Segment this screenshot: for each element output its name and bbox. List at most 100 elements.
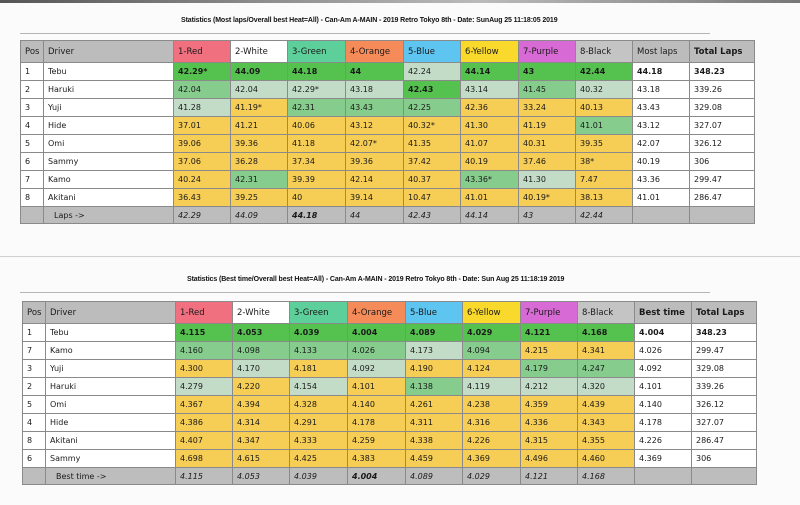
heat-header-red: 1-Red (173, 40, 231, 63)
pos-cell: 7 (20, 170, 44, 189)
heat-cell-white: 4.394 (232, 395, 290, 414)
pos-cell: 1 (22, 323, 46, 342)
heat-cell-purple: 4.212 (520, 377, 578, 396)
footer-blank (689, 206, 755, 224)
heat-header-black: 8-Black (577, 301, 635, 324)
footer-value-white: 44.09 (230, 206, 288, 224)
heat-cell-orange: 4.178 (347, 413, 406, 432)
pos-cell: 8 (22, 431, 46, 450)
pos-cell: 6 (20, 152, 44, 171)
summary-cell: 43.18 (632, 80, 690, 99)
heat-cell-green: 4.154 (289, 377, 348, 396)
best-time-table: Pos Driver 1-Red 2-White 3-Green 4-Orange 5-Bl… (22, 301, 757, 485)
footer-value-green: 44.18 (287, 206, 346, 224)
pos-cell: 3 (22, 359, 46, 378)
total-laps-cell: 339.26 (691, 377, 757, 396)
heat-cell-red: 42.04 (173, 80, 231, 99)
heat-cell-white: 4.098 (232, 341, 290, 360)
heat-cell-orange: 4.259 (347, 431, 406, 450)
heat-cell-black: 42.44 (575, 62, 633, 81)
heat-cell-yellow: 4.119 (462, 377, 521, 396)
heat-cell-blue: 4.459 (405, 449, 463, 468)
summary-header: Most laps (632, 40, 690, 63)
heat-cell-green: 4.291 (289, 413, 348, 432)
heat-cell-purple: 4.315 (520, 431, 578, 450)
pos-cell: 2 (22, 377, 46, 396)
table-row: 5 Omi 39.06 39.36 41.18 42.07* 41.35 41.07 40.31… (20, 134, 755, 153)
heat-cell-red: 4.300 (175, 359, 233, 378)
heat-cell-yellow: 4.094 (462, 341, 521, 360)
heat-cell-purple: 37.46 (518, 152, 576, 171)
heat-cell-yellow: 43.36* (460, 170, 519, 189)
heat-cell-black: 39.35 (575, 134, 633, 153)
heat-cell-orange: 4.004 (347, 323, 406, 342)
summary-cell: 4.178 (634, 413, 692, 432)
heat-cell-white: 4.314 (232, 413, 290, 432)
footer-value-blue: 42.43 (403, 206, 461, 224)
heat-cell-red: 37.06 (173, 152, 231, 171)
pos-cell: 7 (22, 341, 46, 360)
heat-cell-red: 4.698 (175, 449, 233, 468)
heat-cell-purple: 4.359 (520, 395, 578, 414)
pos-header: Pos (22, 301, 46, 324)
heat-cell-blue: 37.42 (403, 152, 461, 171)
summary-cell: 4.004 (634, 323, 692, 342)
heat-cell-green: 4.133 (289, 341, 348, 360)
heat-header-green: 3-Green (289, 301, 348, 324)
driver-cell: Hide (45, 413, 176, 432)
heat-cell-purple: 41.45 (518, 80, 576, 99)
heat-cell-orange: 43.18 (345, 80, 404, 99)
heat-header-purple: 7-Purple (520, 301, 578, 324)
header-row: Pos Driver 1-Red 2-White 3-Green 4-Orange 5-Bl… (20, 40, 755, 63)
summary-cell: 40.19 (632, 152, 690, 171)
heat-cell-red: 4.160 (175, 341, 233, 360)
pos-cell: 2 (20, 80, 44, 99)
footer-blank (691, 467, 757, 485)
heat-cell-green: 40.06 (287, 116, 346, 135)
heat-cell-red: 39.06 (173, 134, 231, 153)
summary-cell: 43.12 (632, 116, 690, 135)
footer-value-purple: 43 (518, 206, 576, 224)
table-row: 7 Kamo 4.160 4.098 4.133 4.026 4.173 4.094 4.215… (22, 341, 757, 360)
total-laps-cell: 327.07 (691, 413, 757, 432)
driver-cell: Haruki (43, 80, 174, 99)
scan-edge (0, 0, 800, 3)
pos-cell: 5 (22, 395, 46, 414)
heat-cell-blue: 10.47 (403, 188, 461, 207)
driver-cell: Tebu (43, 62, 174, 81)
heat-cell-yellow: 4.124 (462, 359, 521, 378)
heat-cell-purple: 4.179 (520, 359, 578, 378)
heat-cell-green: 44.18 (287, 62, 346, 81)
driver-cell: Omi (43, 134, 174, 153)
heat-cell-orange: 43.43 (345, 98, 404, 117)
heat-cell-blue: 40.32* (403, 116, 461, 135)
driver-cell: Kamo (43, 170, 174, 189)
heat-cell-red: 4.367 (175, 395, 233, 414)
driver-cell: Omi (45, 395, 176, 414)
heat-cell-white: 41.21 (230, 116, 288, 135)
total-laps-cell: 329.08 (689, 98, 755, 117)
footer-value-yellow: 44.14 (460, 206, 519, 224)
table-row: 6 Sammy 37.06 36.28 37.34 39.36 37.42 40.19 37.4… (20, 152, 755, 171)
footer-value-blue: 4.089 (405, 467, 463, 485)
heat-cell-purple: 40.19* (518, 188, 576, 207)
summary-cell: 43.43 (632, 98, 690, 117)
heat-cell-black: 4.168 (577, 323, 635, 342)
heat-header-orange: 4-Orange (345, 40, 404, 63)
summary-cell: 43.36 (632, 170, 690, 189)
heat-cell-red: 36.43 (173, 188, 231, 207)
total-laps-header: Total Laps (689, 40, 755, 63)
heat-cell-black: 7.47 (575, 170, 633, 189)
table-row: 1 Tebu 4.115 4.053 4.039 4.004 4.089 4.029 4.121… (22, 323, 757, 342)
footer-value-yellow: 4.029 (462, 467, 521, 485)
pos-cell: 4 (22, 413, 46, 432)
heat-cell-yellow: 41.07 (460, 134, 519, 153)
footer-value-orange: 4.004 (347, 467, 406, 485)
table-row: 2 Haruki 42.04 42.04 42.29* 43.18 42.43 43.14 41… (20, 80, 755, 99)
heat-header-red: 1-Red (175, 301, 233, 324)
total-laps-cell: 306 (689, 152, 755, 171)
page-fold (0, 256, 800, 257)
heat-cell-yellow: 40.19 (460, 152, 519, 171)
summary-cell: 4.101 (634, 377, 692, 396)
footer-label: Best time -> (45, 467, 176, 485)
